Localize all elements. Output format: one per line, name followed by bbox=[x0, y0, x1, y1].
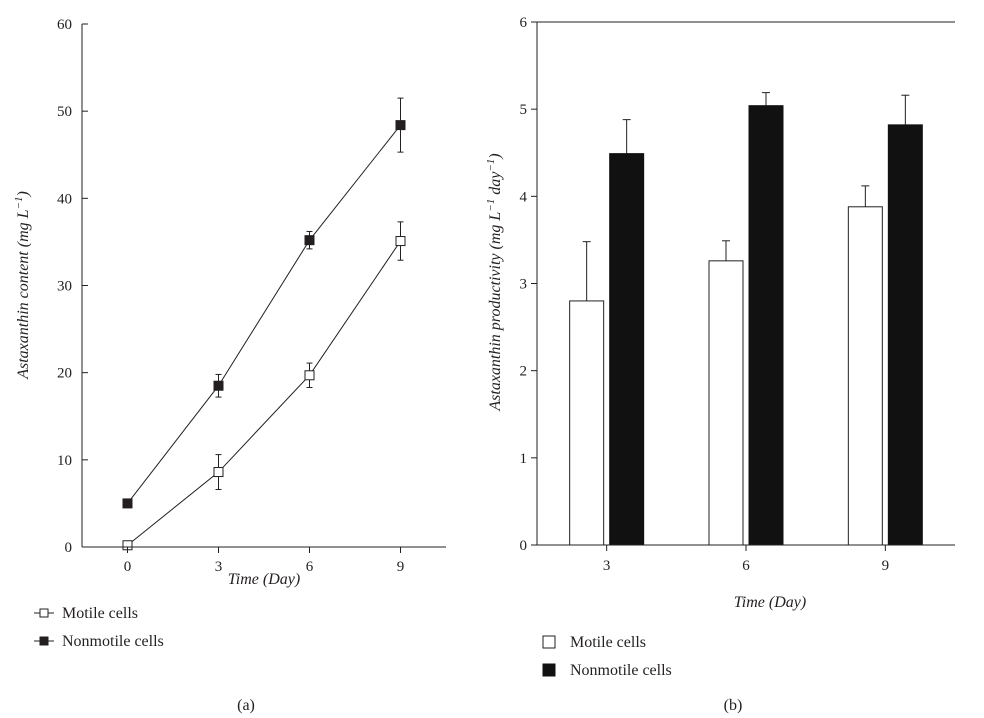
legend-b-nonmotile-swatch bbox=[542, 663, 556, 677]
panel-a-y-tick-label: 60 bbox=[57, 17, 72, 33]
panel-b-y-tick-label: 1 bbox=[520, 451, 528, 467]
legend-b-nonmotile-label: Nonmotile cells bbox=[570, 662, 672, 679]
panel-b-bar-nonmotile bbox=[748, 105, 784, 546]
legend-b-motile-label: Motile cells bbox=[570, 634, 646, 651]
panel-a-series-0-point bbox=[213, 467, 224, 478]
legend-a-motile-marker bbox=[34, 608, 54, 618]
legend-a-motile-label: Motile cells bbox=[62, 605, 138, 622]
panel-b-y-tick-label: 3 bbox=[520, 277, 528, 293]
panel-b-x-tick-label: 9 bbox=[882, 558, 890, 574]
panel-a-x-tick-label: 3 bbox=[215, 559, 223, 575]
panel-a-series-0-line bbox=[127, 240, 401, 546]
panel-b-x-tick-label: 6 bbox=[742, 558, 750, 574]
panel-a-y-tick-label: 0 bbox=[65, 540, 73, 556]
panel-b-legend: Motile cells Nonmotile cells bbox=[542, 634, 672, 679]
panel-a-marks bbox=[122, 97, 406, 551]
panel-a-label: (a) bbox=[237, 697, 255, 714]
panel-b-bar-motile bbox=[847, 206, 883, 546]
panel-a-y-axis-title: Astaxanthin content (mg L−1) bbox=[13, 191, 32, 380]
panel-b-bar-chart: 0 1 2 3 4 5 6 3 6 9 Time (Day) Astaxanthin produ… bbox=[485, 15, 955, 714]
panel-b-bar-nonmotile bbox=[609, 153, 645, 546]
panel-a-series-1-point bbox=[304, 235, 315, 246]
panel-a-legend: Motile cells Nonmotile cells bbox=[34, 605, 164, 650]
panel-b-y-tick-label: 2 bbox=[520, 364, 528, 380]
panel-a-y-tick-label: 30 bbox=[57, 279, 72, 295]
panel-a-series-1-line bbox=[127, 124, 401, 504]
panel-a-y-tick-label: 50 bbox=[57, 104, 72, 120]
panel-b-marks bbox=[569, 92, 923, 546]
panel-a-series-0-point bbox=[304, 370, 315, 381]
panel-b-label: (b) bbox=[724, 697, 743, 714]
panel-b-y-tick-label: 4 bbox=[520, 189, 528, 205]
panel-b-bar-nonmotile bbox=[887, 124, 923, 546]
legend-a-nonmotile-label: Nonmotile cells bbox=[62, 633, 164, 650]
panel-a-series-0-point bbox=[395, 236, 406, 247]
panel-b-y-tick-label: 5 bbox=[520, 102, 528, 118]
panel-a-x-axis-title: Time (Day) bbox=[228, 571, 300, 588]
panel-a-line-chart: 0 10 20 30 40 50 60 0 3 6 9 Time (Day) Astaxanthi… bbox=[13, 17, 446, 714]
panel-a-series-1-point bbox=[122, 498, 133, 509]
panel-b-x-tick-label: 3 bbox=[603, 558, 611, 574]
panel-b-x-axis-title: Time (Day) bbox=[734, 594, 806, 611]
panel-b-y-axis-title: Astaxanthin productivity (mg L−1 day−1) bbox=[485, 153, 504, 411]
panel-a-x-tick-label: 6 bbox=[306, 559, 314, 575]
panel-a-x-tick-label: 0 bbox=[124, 559, 132, 575]
panel-a-y-tick-label: 40 bbox=[57, 191, 72, 207]
legend-b-motile-swatch bbox=[542, 635, 556, 649]
panel-b-x-ticks: 3 6 9 bbox=[603, 545, 889, 574]
panel-a-y-ticks: 0 10 20 30 40 50 60 bbox=[57, 17, 88, 556]
panel-a-y-tick-label: 10 bbox=[57, 453, 72, 469]
panel-b-y-ticks: 0 1 2 3 4 5 6 bbox=[520, 15, 537, 554]
panel-a-series-1-point bbox=[213, 380, 224, 391]
panel-b-bar-motile bbox=[569, 300, 605, 546]
panel-a-x-tick-label: 9 bbox=[397, 559, 405, 575]
panel-b-y-tick-label: 6 bbox=[520, 15, 528, 31]
legend-a-nonmotile-marker bbox=[34, 636, 54, 646]
panel-b-y-tick-label: 0 bbox=[520, 538, 528, 554]
panel-a-x-ticks: 0 3 6 9 bbox=[124, 547, 405, 575]
panel-b-bar-motile bbox=[708, 260, 744, 546]
panel-a-y-tick-label: 20 bbox=[57, 366, 72, 382]
panel-a-series-1-point bbox=[395, 120, 406, 131]
